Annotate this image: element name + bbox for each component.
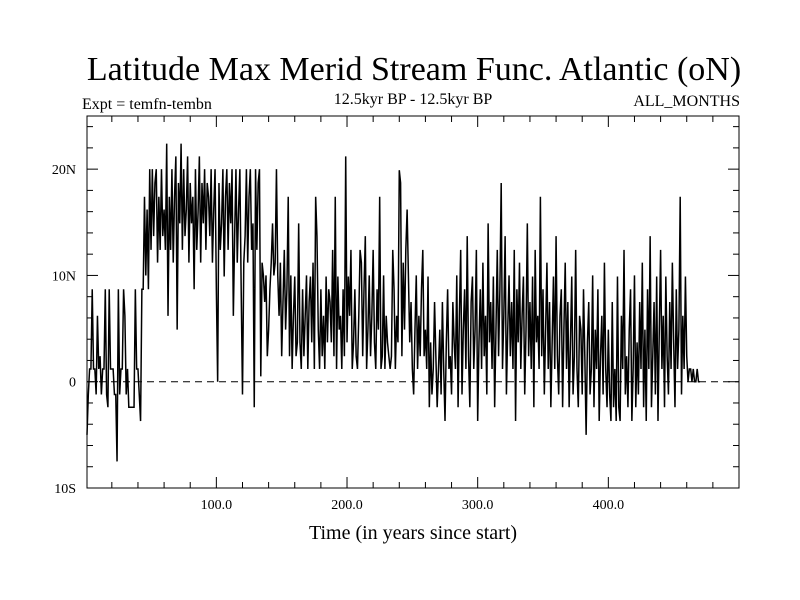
x-tick-label: 200.0 (331, 498, 363, 513)
y-tick-label: 10N (52, 269, 76, 284)
chart-title: Latitude Max Merid Stream Func. Atlantic… (87, 51, 741, 88)
x-tick-label: 300.0 (462, 498, 494, 513)
x-tick-label: 100.0 (201, 498, 233, 513)
period-label: 12.5kyr BP - 12.5kyr BP (334, 91, 493, 108)
y-tick-label: 0 (69, 376, 76, 391)
plot-frame (86, 115, 740, 489)
plot-frame-group: 10S 0 10N 20N 100.0 200.0 300.0 400.0 (52, 115, 740, 513)
series-line-max_lat (86, 143, 700, 462)
months-label: ALL_MONTHS (633, 93, 740, 110)
x-tick-label: 400.0 (593, 498, 625, 513)
x-axis-label: Time (in years since start) (309, 522, 517, 544)
y-tick-label: 20N (52, 163, 76, 178)
series-group (86, 143, 700, 462)
experiment-label: Expt = temfn-tembn (82, 96, 212, 113)
y-tick-label: 10S (54, 482, 76, 497)
